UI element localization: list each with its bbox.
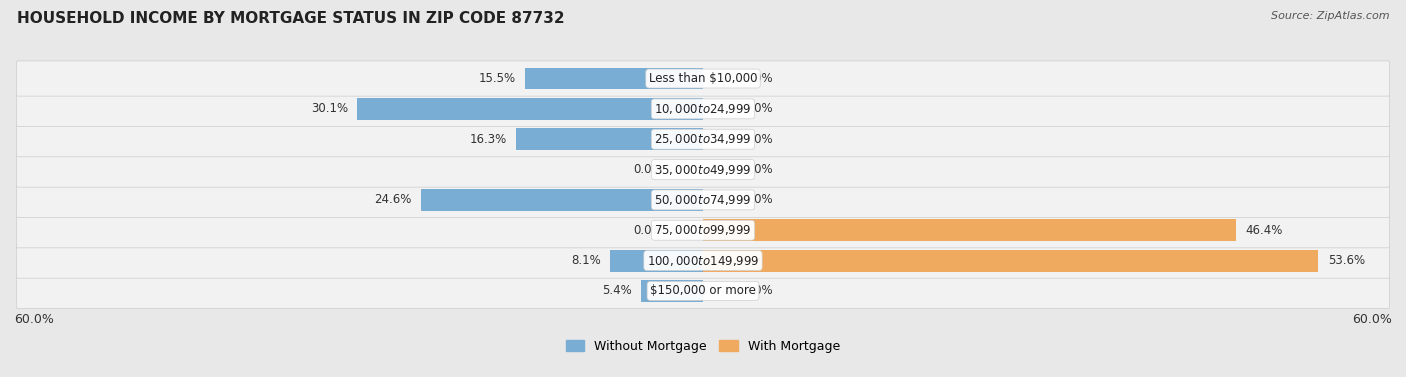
Bar [420, 189, 703, 211]
Text: HOUSEHOLD INCOME BY MORTGAGE STATUS IN ZIP CODE 87732: HOUSEHOLD INCOME BY MORTGAGE STATUS IN Z… [17, 11, 564, 26]
Text: $100,000 to $149,999: $100,000 to $149,999 [647, 254, 759, 268]
FancyBboxPatch shape [17, 273, 1389, 308]
Text: $150,000 or more: $150,000 or more [650, 284, 756, 297]
Text: $35,000 to $49,999: $35,000 to $49,999 [654, 162, 752, 176]
Text: 15.5%: 15.5% [478, 72, 516, 85]
Text: 30.1%: 30.1% [311, 103, 349, 115]
Bar [641, 280, 703, 302]
Text: 60.0%: 60.0% [1353, 313, 1392, 326]
FancyBboxPatch shape [17, 213, 1389, 248]
FancyBboxPatch shape [17, 122, 1389, 157]
Bar [357, 98, 703, 120]
Bar [516, 128, 703, 150]
Text: 0.0%: 0.0% [744, 163, 773, 176]
Text: $50,000 to $74,999: $50,000 to $74,999 [654, 193, 752, 207]
Text: Source: ZipAtlas.com: Source: ZipAtlas.com [1271, 11, 1389, 21]
Text: 0.0%: 0.0% [744, 103, 773, 115]
Text: 0.0%: 0.0% [633, 163, 662, 176]
Text: 46.4%: 46.4% [1244, 224, 1282, 237]
Text: $25,000 to $34,999: $25,000 to $34,999 [654, 132, 752, 146]
Text: 8.1%: 8.1% [571, 254, 600, 267]
Text: 53.6%: 53.6% [1327, 254, 1365, 267]
FancyBboxPatch shape [17, 182, 1389, 218]
Text: 0.0%: 0.0% [744, 72, 773, 85]
Text: 0.0%: 0.0% [744, 133, 773, 146]
Text: $75,000 to $99,999: $75,000 to $99,999 [654, 223, 752, 237]
Text: 60.0%: 60.0% [14, 313, 53, 326]
Bar [524, 67, 703, 89]
Bar [610, 250, 703, 271]
Text: Less than $10,000: Less than $10,000 [648, 72, 758, 85]
FancyBboxPatch shape [17, 61, 1389, 96]
FancyBboxPatch shape [17, 91, 1389, 126]
Legend: Without Mortgage, With Mortgage: Without Mortgage, With Mortgage [561, 335, 845, 358]
FancyBboxPatch shape [17, 152, 1389, 187]
Text: 16.3%: 16.3% [470, 133, 506, 146]
Bar [703, 250, 1319, 271]
Text: $10,000 to $24,999: $10,000 to $24,999 [654, 102, 752, 116]
Text: 0.0%: 0.0% [744, 193, 773, 206]
FancyBboxPatch shape [17, 243, 1389, 278]
Text: 0.0%: 0.0% [744, 284, 773, 297]
Bar [703, 219, 1236, 241]
Text: 0.0%: 0.0% [633, 224, 662, 237]
Text: 5.4%: 5.4% [602, 284, 631, 297]
Text: 24.6%: 24.6% [374, 193, 412, 206]
